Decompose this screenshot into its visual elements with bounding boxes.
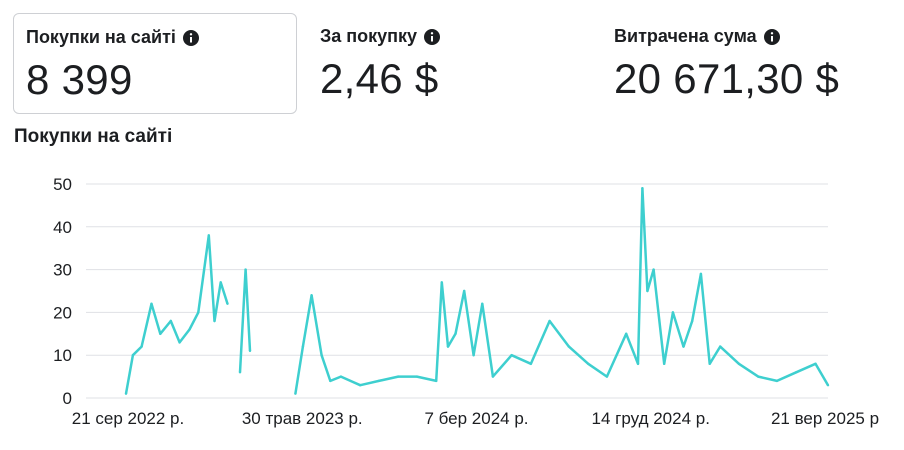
data-point <box>440 281 443 284</box>
x-tick-label: 21 вер 2025 р <box>771 409 879 428</box>
data-point <box>646 289 649 293</box>
data-point <box>359 384 362 387</box>
metric-label-text: За покупку <box>320 26 418 46</box>
data-point <box>169 319 172 323</box>
data-point <box>567 345 571 348</box>
data-point <box>213 319 216 323</box>
data-point <box>339 375 343 378</box>
info-icon[interactable] <box>423 28 441 46</box>
metric-card-purchases[interactable]: Покупки на сайті 8 399 <box>13 13 297 114</box>
data-point <box>795 371 798 374</box>
data-point <box>719 345 722 348</box>
y-tick-label: 30 <box>53 261 72 280</box>
data-point <box>159 332 162 335</box>
series-layer <box>124 187 830 395</box>
data-point <box>301 345 305 348</box>
info-icon[interactable] <box>182 29 200 47</box>
data-point <box>636 362 640 365</box>
y-tick-label: 20 <box>53 303 72 322</box>
metric-label: За покупку <box>320 26 576 47</box>
data-point <box>699 272 703 276</box>
data-point <box>587 362 590 365</box>
grid-lines <box>86 183 828 399</box>
metric-card-amount-spent[interactable]: Витрачена сума 20 671,30 $ <box>602 13 892 129</box>
data-point <box>197 311 200 314</box>
data-point <box>481 302 484 305</box>
data-point <box>140 345 143 348</box>
data-point <box>529 362 533 365</box>
metric-label-text: Витрачена сума <box>614 26 757 46</box>
x-tick-label: 21 сер 2022 р. <box>72 409 184 428</box>
data-point <box>207 234 210 237</box>
y-tick-label: 10 <box>53 346 72 365</box>
metric-value: 2,46 $ <box>320 55 439 102</box>
metric-label: Витрачена сума <box>614 26 880 47</box>
info-icon[interactable] <box>763 28 781 46</box>
data-point <box>454 332 457 335</box>
x-tick-label: 30 трав 2023 р. <box>242 409 363 428</box>
series-line-segment <box>238 268 252 373</box>
data-point <box>310 294 313 297</box>
x-tick-label: 7 бер 2024 р. <box>424 409 528 428</box>
data-point <box>671 311 675 314</box>
data-point <box>294 392 297 395</box>
y-tick-label: 40 <box>53 218 72 237</box>
y-axis-ticks: 0 10 20 30 40 50 <box>53 175 72 408</box>
metric-label-text: Покупки на сайті <box>26 27 176 47</box>
data-point <box>124 392 128 395</box>
data-point <box>435 379 438 383</box>
data-point <box>472 354 475 357</box>
metric-label: Покупки на сайті <box>26 27 284 48</box>
data-point <box>737 362 741 365</box>
data-point <box>188 328 191 331</box>
data-point <box>248 349 252 353</box>
data-point <box>150 302 153 305</box>
data-point <box>219 281 222 284</box>
data-point <box>652 268 655 271</box>
data-point <box>814 362 817 365</box>
metric-value: 20 671,30 $ <box>614 55 840 102</box>
data-point <box>446 345 450 348</box>
data-point <box>605 375 609 378</box>
data-point <box>377 379 381 383</box>
data-point <box>244 268 247 271</box>
data-point <box>682 345 685 348</box>
y-tick-label: 50 <box>53 175 72 194</box>
data-point <box>708 362 711 365</box>
data-point <box>548 319 551 323</box>
data-point <box>415 375 419 378</box>
series-line-segment <box>124 234 229 394</box>
data-point <box>757 375 760 378</box>
purchases-line-chart[interactable]: 0 10 20 30 40 50 21 сер 2022 р. 30 трав 2023 р… <box>0 150 904 450</box>
chart-title: Покупки на сайті <box>14 126 173 147</box>
data-point <box>178 341 181 344</box>
metric-value: 8 399 <box>26 56 133 103</box>
data-point <box>238 371 242 374</box>
series-line-segment <box>294 187 830 394</box>
data-point <box>510 354 513 357</box>
x-axis-ticks: 21 сер 2022 р. 30 трав 2023 р. 7 бер 2024 … <box>72 409 879 428</box>
data-point <box>131 354 135 357</box>
data-point <box>625 332 628 335</box>
data-point <box>826 384 830 387</box>
metric-card-per-purchase[interactable]: За покупку 2,46 $ <box>308 13 588 129</box>
data-point <box>226 302 229 305</box>
data-point <box>641 187 644 190</box>
y-tick-label: 0 <box>63 389 72 408</box>
data-point <box>397 375 400 378</box>
x-tick-label: 14 груд 2024 р. <box>592 409 710 428</box>
data-point <box>320 354 323 357</box>
data-point <box>329 379 332 383</box>
data-point <box>463 289 466 293</box>
data-point <box>663 362 666 365</box>
data-point <box>775 379 779 383</box>
data-point <box>691 319 694 323</box>
data-point <box>491 375 495 378</box>
